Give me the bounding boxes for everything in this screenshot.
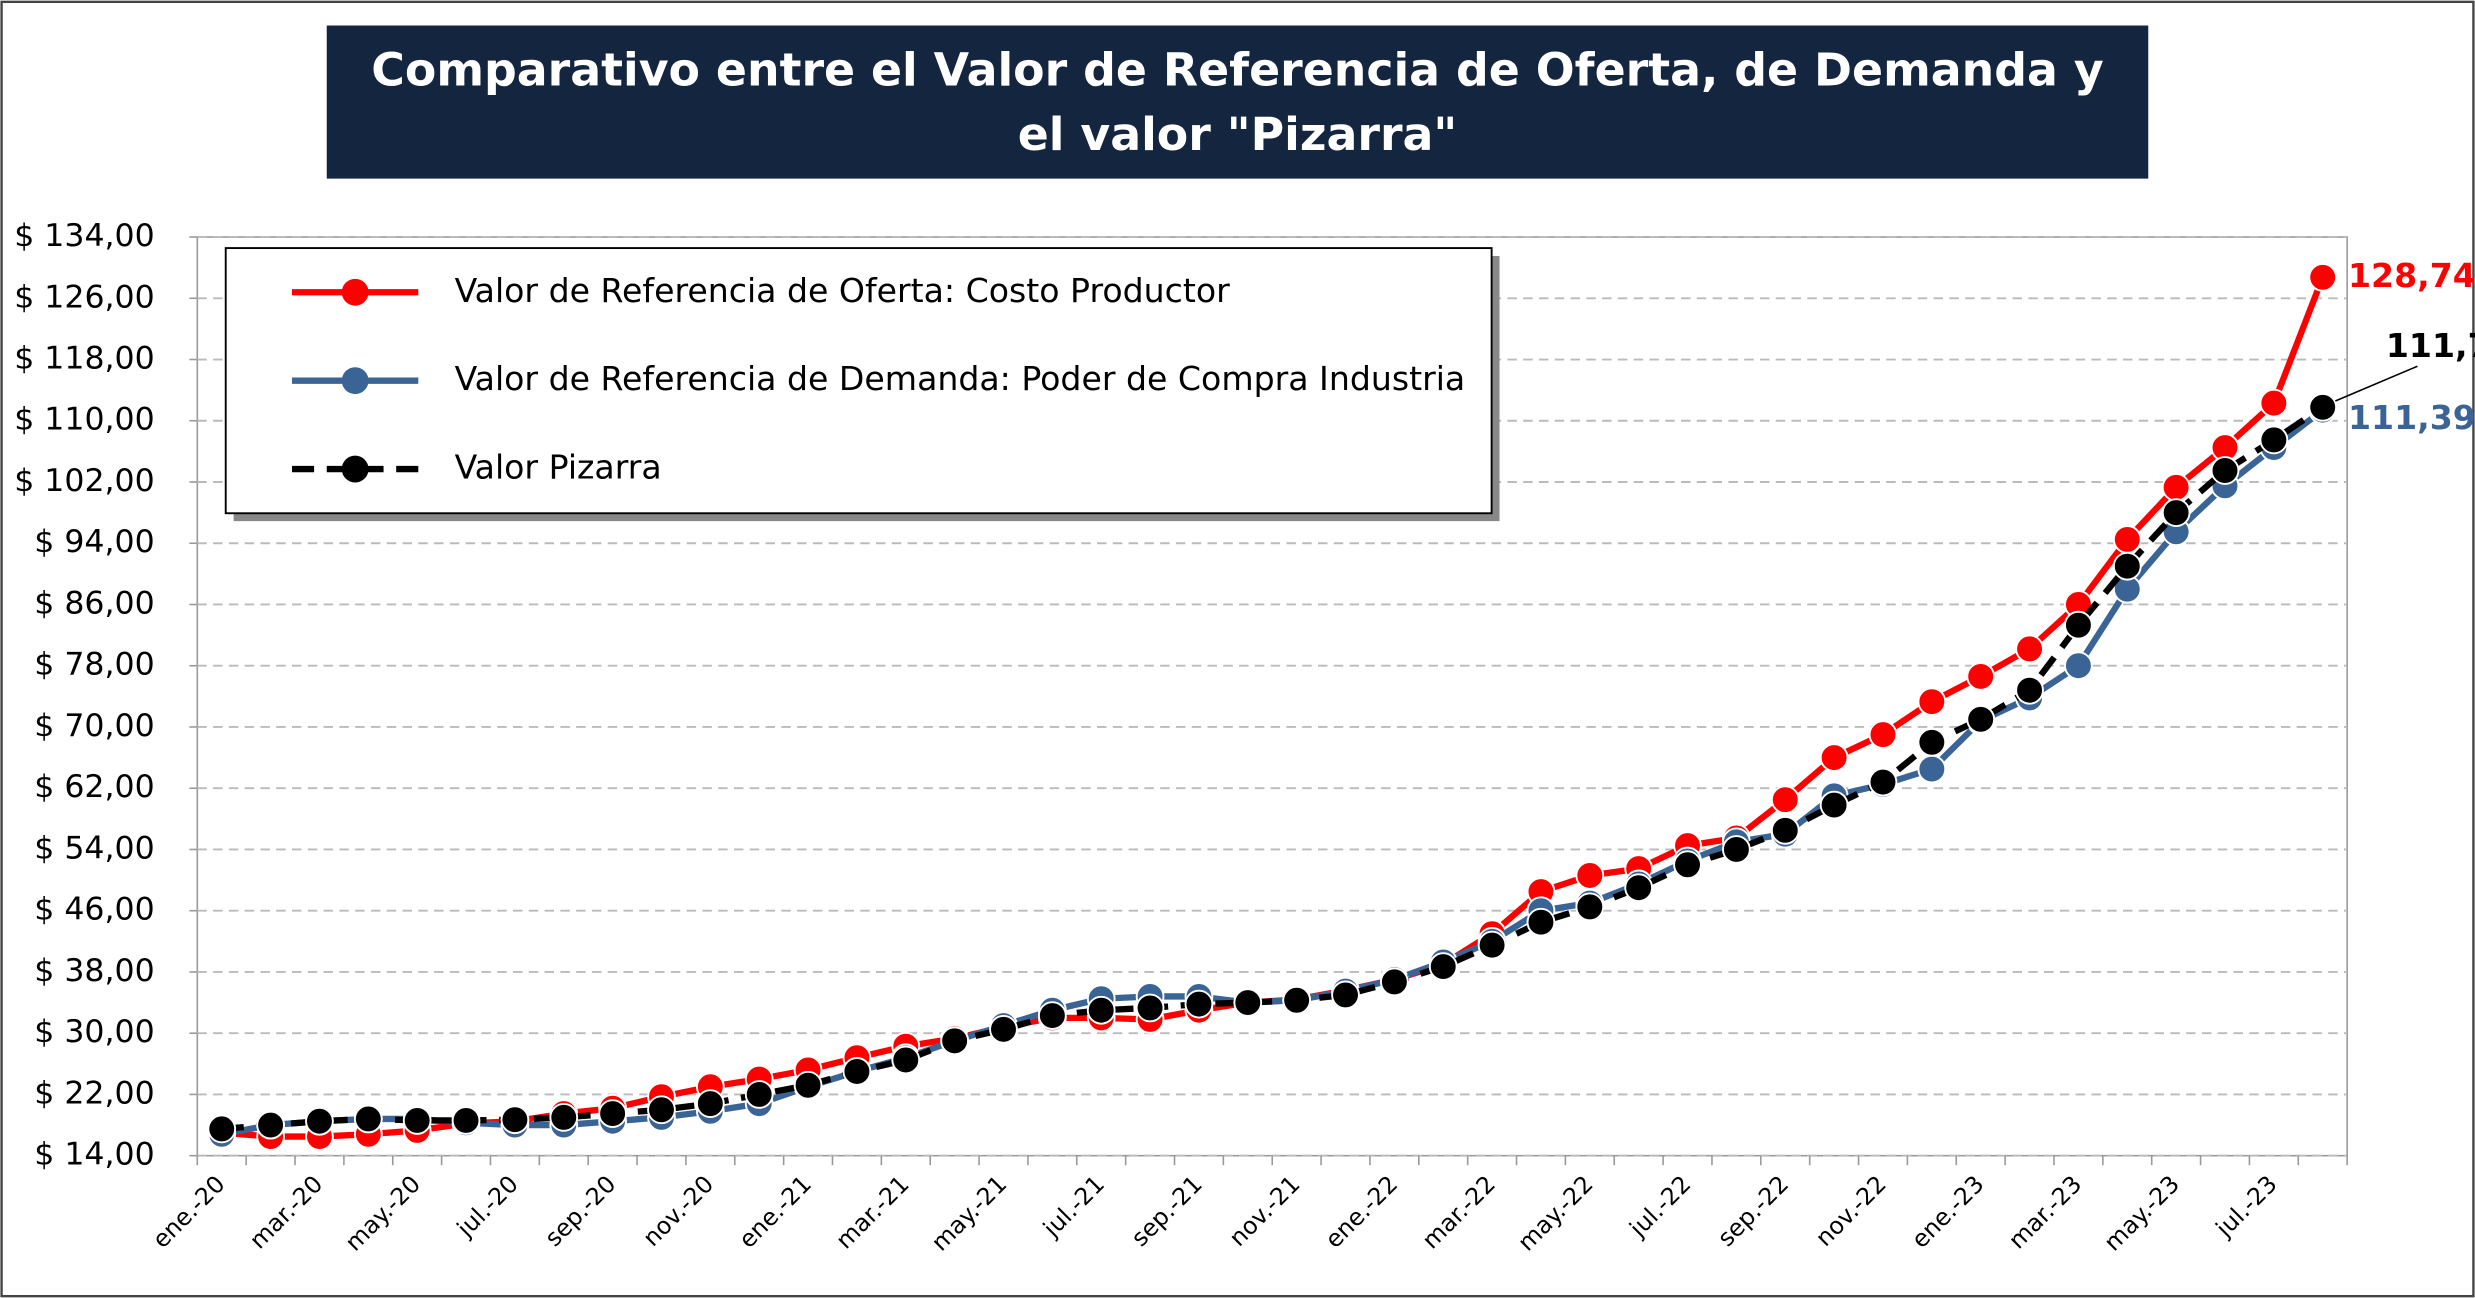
data-point	[1917, 727, 1947, 757]
data-point	[1722, 835, 1751, 864]
data-point	[451, 1106, 481, 1135]
data-point	[1526, 907, 1556, 937]
data-point	[1966, 704, 1996, 734]
y-tick-label: $ 22,00	[34, 1075, 154, 1111]
data-point	[1331, 980, 1360, 1010]
y-tick-label: $ 46,00	[34, 892, 154, 928]
data-point	[305, 1106, 334, 1136]
data-point	[695, 1089, 725, 1118]
y-tick-label: $ 30,00	[34, 1014, 154, 1050]
data-point	[647, 1095, 676, 1125]
data-point	[1917, 754, 1947, 784]
data-point	[2308, 262, 2338, 292]
legend-box	[224, 247, 1493, 515]
legend-label: Valor de Referencia de Demanda: Poder de…	[455, 359, 1466, 398]
data-point	[256, 1110, 285, 1140]
data-point	[1575, 892, 1605, 922]
y-tick-label: $ 14,00	[34, 1137, 154, 1173]
data-point	[1233, 988, 1263, 1017]
legend-label: Valor de Referencia de Oferta: Costo Pro…	[455, 271, 1231, 310]
data-point	[1819, 743, 1849, 772]
data-point	[1868, 720, 1898, 749]
data-point	[402, 1106, 432, 1135]
data-point	[1624, 873, 1654, 903]
title-box	[326, 25, 2149, 179]
data-point	[2112, 551, 2142, 581]
y-tick-label: $ 94,00	[34, 524, 154, 560]
data-point	[1868, 767, 1898, 797]
y-tick-label: $ 78,00	[34, 647, 154, 683]
data-label: 128,74	[2348, 256, 2475, 295]
y-tick-label: $ 110,00	[14, 402, 154, 438]
data-point	[1673, 850, 1702, 880]
data-point	[1282, 985, 1312, 1015]
data-point	[1770, 785, 1800, 815]
data-point	[2064, 610, 2093, 640]
data-point	[353, 1104, 383, 1134]
data-point	[1135, 993, 1165, 1023]
data-point	[1037, 1001, 1067, 1030]
data-point	[500, 1105, 530, 1135]
data-point	[2308, 392, 2338, 422]
data-point	[842, 1057, 872, 1086]
data-point	[940, 1026, 969, 1056]
y-tick-label: $ 86,00	[34, 585, 154, 621]
data-point	[1477, 930, 1507, 960]
data-point	[2112, 525, 2142, 554]
legend-label: Valor Pizarra	[455, 448, 662, 487]
data-point	[2210, 456, 2240, 485]
data-label: 111,76	[2386, 326, 2475, 365]
data-point	[2259, 388, 2289, 418]
data-point	[744, 1080, 774, 1109]
data-point	[891, 1045, 921, 1075]
title-container: Comparativo entre el Valor de Referencia…	[371, 42, 2104, 161]
y-tick-label: $ 38,00	[34, 953, 154, 989]
data-label: 111,39	[2348, 398, 2475, 437]
y-tick-label: $ 54,00	[34, 830, 154, 866]
data-point	[2161, 472, 2191, 502]
data-point	[793, 1070, 823, 1100]
data-point	[2015, 634, 2044, 664]
leader-line	[2335, 365, 2418, 402]
y-tick-label: $ 102,00	[14, 463, 154, 499]
data-point	[1086, 995, 1116, 1025]
data-point	[2161, 498, 2191, 527]
data-point	[549, 1103, 579, 1132]
data-point	[1380, 967, 1409, 997]
chart-title: Comparativo entre el Valor de Referencia…	[371, 42, 2104, 161]
data-point	[1184, 989, 1214, 1019]
data-point	[207, 1114, 237, 1144]
data-point	[1819, 790, 1849, 820]
y-tick-label: $ 62,00	[34, 769, 154, 805]
y-tick-label: $ 70,00	[34, 708, 154, 744]
data-point	[1966, 662, 1996, 691]
y-tick-label: $ 118,00	[14, 341, 154, 377]
y-tick-label: $ 134,00	[14, 218, 154, 254]
data-point	[2064, 651, 2093, 681]
legend-swatch-marker	[341, 278, 369, 306]
data-point	[598, 1099, 627, 1128]
y-tick-label: $ 126,00	[14, 279, 154, 315]
legend-swatch-marker	[341, 367, 369, 395]
data-point	[2259, 425, 2289, 455]
data-point	[1428, 952, 1458, 981]
data-point	[1575, 861, 1605, 890]
data-point	[1770, 815, 1800, 845]
data-point	[1917, 687, 1947, 717]
legend-swatch-marker	[341, 455, 369, 483]
data-point	[2015, 675, 2044, 705]
data-point	[989, 1015, 1018, 1044]
